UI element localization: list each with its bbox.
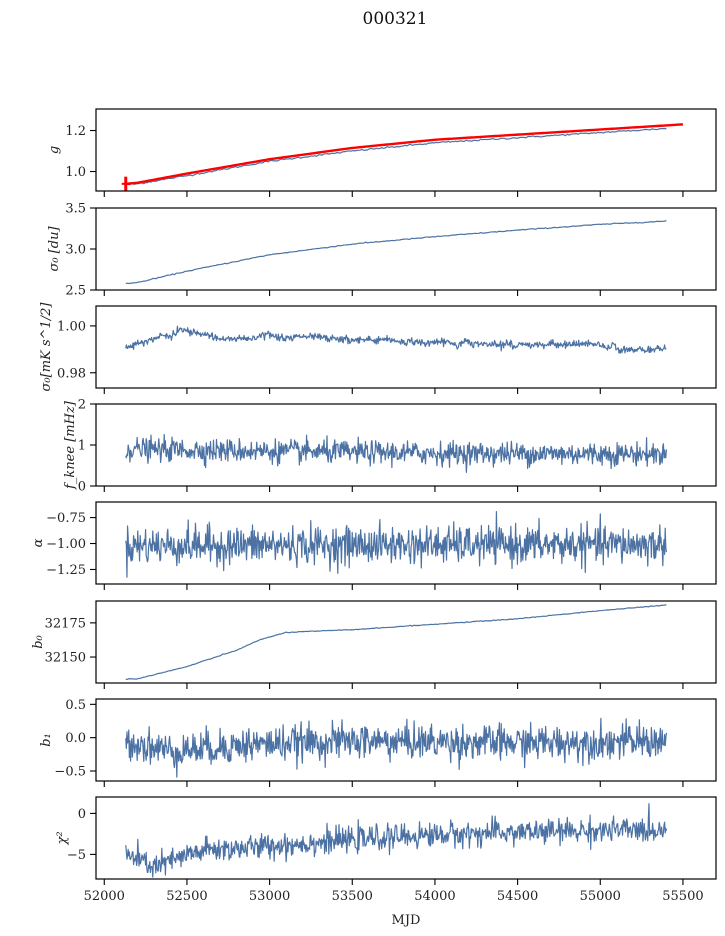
series-line-chi2 [125,803,667,878]
y-axis-label: b₀ [31,634,46,648]
y-tick-label: 0.0 [65,731,86,746]
y-tick-label: 3.5 [65,202,86,217]
series-line-sigma0-mK [125,325,667,354]
y-axis-label: b₁ [39,733,54,747]
y-tick-label: 32150 [45,651,86,666]
panel-frame [95,796,717,880]
series-line-b0 [125,604,667,680]
y-tick-label: 2.5 [65,284,86,299]
y-axis-label: χ² [55,831,70,845]
y-axis-label: g [47,146,62,154]
panel-b1: −0.5 0.0 0.5 b₁ [39,698,717,787]
panel-g: 1.0 1.2g [47,108,717,197]
panel-frame [95,207,717,291]
y-tick-label: 0.5 [65,698,86,713]
series-line-g [125,127,667,186]
series-line-b1 [125,717,667,778]
y-tick-label: 1.0 [65,165,86,180]
x-tick-label: 54500 [497,889,538,904]
series-line-g-fit [125,123,684,186]
x-tick-label: 54000 [414,889,455,904]
y-axis-label: α [31,538,46,547]
y-axis-label: f_knee [mHz] [63,400,78,490]
x-tick-label: 52000 [84,889,125,904]
y-tick-label: −1.25 [46,563,86,578]
y-tick-label: 1.2 [65,124,86,139]
panel-frame [95,600,717,684]
y-tick-label: −5 [67,848,86,863]
y-axis-label: σ₀[mK s^1/2] [39,302,54,392]
y-tick-label: −0.5 [54,765,86,780]
y-tick-label: 1 [78,439,86,454]
y-tick-label: 0 [78,480,86,495]
y-tick-label: 2 [78,398,86,413]
x-tick-label: 52500 [166,889,207,904]
panel-alpha: −1.25 −1.00 −0.75 α [31,501,717,590]
panel-frame [95,698,717,782]
y-tick-label: 0.98 [57,366,86,381]
panel-frame [95,108,717,192]
panel-chi2: −5 0 χ² 52000 52500 53000 53500 54000 54500 55000… [55,796,717,904]
figure-title: 000321 [363,9,428,29]
series-line-alpha [125,510,667,578]
panel-sigma0_du: 2.5 3.0 3.5σ₀ [du] [47,202,717,299]
panel-frame [95,305,717,389]
y-tick-label: 1.00 [57,319,86,334]
x-tick-label: 55500 [662,889,703,904]
y-tick-label: −1.00 [46,537,86,552]
x-axis-label: MJD [392,913,421,928]
y-tick-label: 32175 [45,616,86,631]
y-tick-label: 3.0 [65,243,86,258]
panel-frame [95,403,717,487]
x-tick-label: 53000 [249,889,290,904]
y-tick-label: −0.75 [46,511,86,526]
x-tick-label: 53500 [332,889,373,904]
x-tick-label: 55000 [580,889,621,904]
series-line-sigma0-du [125,219,667,285]
y-tick-label: 0 [78,807,86,822]
y-axis-label: σ₀ [du] [47,226,62,272]
panel-fknee: 0 1 2f_knee [mHz] [63,398,717,495]
panel-b0: 32150 32175 b₀ [31,600,717,689]
series-line-fknee [125,434,667,473]
